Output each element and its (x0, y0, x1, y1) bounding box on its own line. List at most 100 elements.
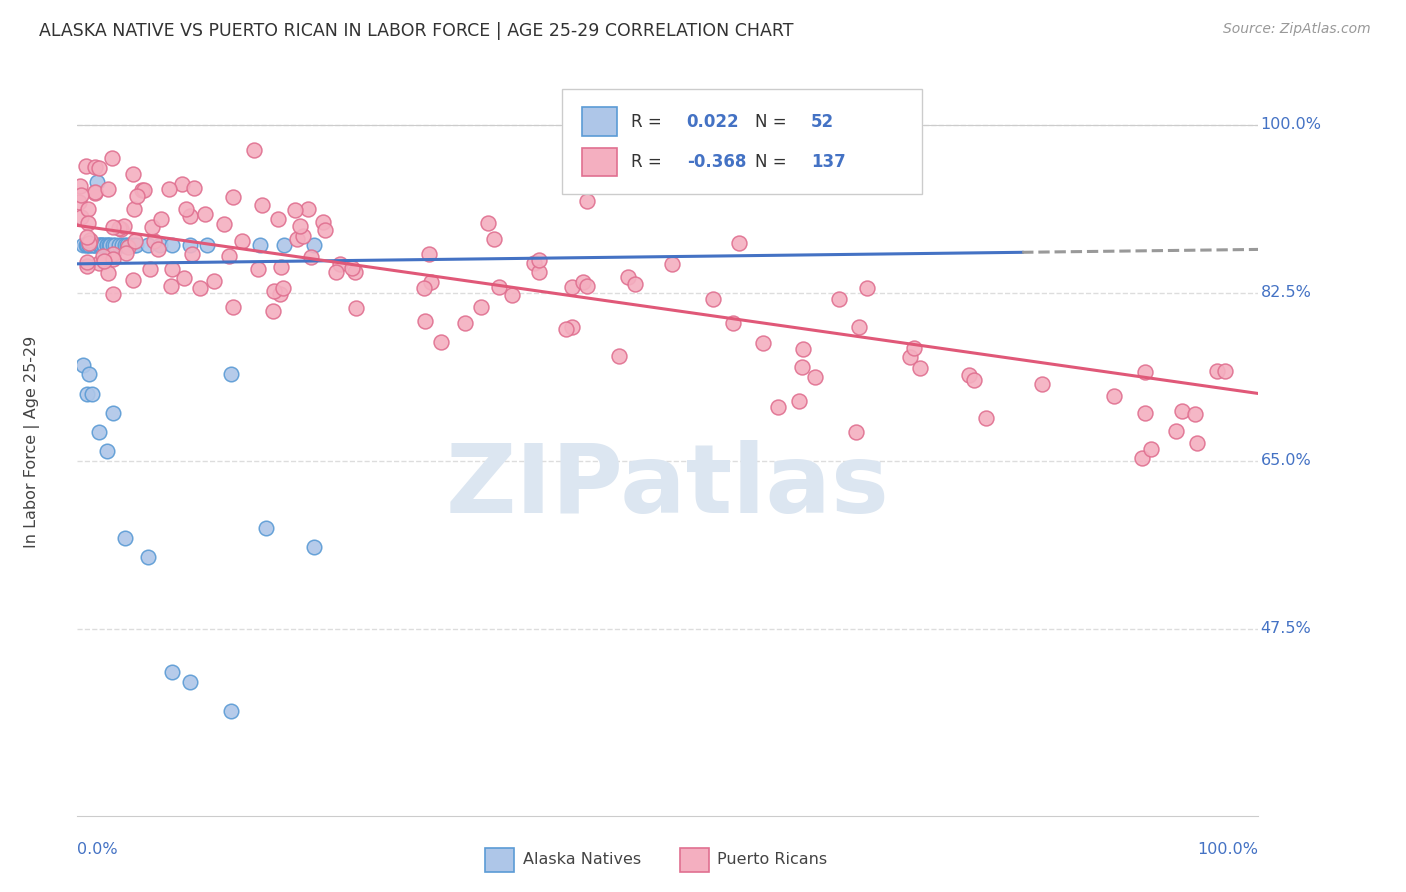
Point (470, 300, 492, 314)
Point (108, 221, 131, 235)
Point (84, 237, 107, 252)
Point (284, 203, 307, 218)
Point (976, 410, 998, 425)
Text: 100.0%: 100.0% (1261, 117, 1322, 132)
Point (96, 237, 118, 252)
Point (103, 252, 125, 267)
Point (77, 235, 100, 250)
Text: 52: 52 (811, 112, 834, 130)
Point (269, 286, 291, 301)
Text: 65.0%: 65.0% (1261, 453, 1312, 468)
Point (101, 287, 124, 301)
Text: R =: R = (631, 153, 668, 171)
Point (101, 406, 124, 420)
Point (482, 232, 505, 246)
Point (91, 249, 114, 263)
Point (661, 257, 683, 271)
Point (76, 255, 98, 269)
Point (561, 280, 583, 294)
Point (87, 425, 110, 439)
Point (84, 186, 107, 200)
Point (138, 261, 160, 276)
Point (1031, 376, 1053, 391)
Point (96, 444, 118, 458)
Point (131, 183, 153, 197)
Point (412, 280, 434, 294)
Point (179, 209, 201, 223)
Point (609, 350, 631, 364)
Point (146, 243, 169, 257)
Point (908, 361, 931, 376)
Point (150, 211, 173, 226)
Point (727, 235, 749, 250)
Point (101, 237, 124, 252)
Point (477, 216, 499, 230)
Point (291, 229, 314, 244)
Point (122, 273, 145, 287)
Point (1185, 435, 1208, 450)
Point (103, 219, 125, 234)
Point (100, 237, 122, 252)
Text: Source: ZipAtlas.com: Source: ZipAtlas.com (1223, 22, 1371, 37)
Point (263, 284, 285, 298)
Point (249, 237, 271, 252)
Point (122, 167, 145, 181)
Point (1140, 442, 1163, 456)
Point (124, 202, 146, 216)
Point (572, 276, 595, 290)
Point (98, 237, 121, 252)
Point (454, 316, 477, 330)
Point (120, 237, 142, 252)
Text: N =: N = (755, 153, 792, 171)
Point (97, 266, 120, 280)
Point (75, 237, 97, 252)
Point (575, 194, 598, 209)
Point (91, 237, 114, 252)
Point (194, 207, 217, 221)
Point (93, 254, 115, 268)
Point (136, 549, 159, 564)
Point (195, 237, 218, 252)
Point (271, 281, 294, 295)
Point (1184, 407, 1206, 421)
Point (77, 202, 100, 216)
Point (188, 281, 211, 295)
Point (246, 261, 269, 276)
Point (959, 368, 981, 382)
Point (125, 237, 148, 252)
Point (221, 190, 243, 204)
Point (76, 386, 98, 401)
Point (418, 246, 440, 260)
Point (413, 314, 436, 328)
Point (77, 237, 100, 252)
Point (114, 531, 136, 545)
Point (117, 240, 139, 254)
Point (83, 160, 105, 174)
Point (429, 335, 451, 350)
Point (179, 237, 201, 252)
Point (231, 234, 253, 248)
Text: 100.0%: 100.0% (1198, 842, 1258, 857)
Point (90, 237, 112, 252)
Point (93, 237, 115, 252)
Text: 137: 137 (811, 153, 845, 171)
Text: ALASKA NATIVE VS PUERTO RICAN IN LABOR FORCE | AGE 25-29 CORRELATION CHART: ALASKA NATIVE VS PUERTO RICAN IN LABOR F… (39, 22, 794, 40)
Point (79, 233, 101, 247)
Point (90, 237, 112, 252)
Point (77, 216, 100, 230)
Point (87, 161, 110, 176)
Point (157, 182, 180, 196)
Point (617, 269, 640, 284)
Point (67, 194, 90, 209)
Text: ZIPatlas: ZIPatlas (446, 440, 890, 533)
Point (340, 260, 363, 275)
Point (575, 279, 598, 293)
Point (115, 237, 138, 252)
FancyBboxPatch shape (561, 89, 922, 194)
Point (828, 292, 851, 306)
Point (112, 219, 135, 233)
Point (101, 151, 124, 165)
Point (124, 235, 146, 249)
Point (848, 320, 870, 334)
Point (174, 202, 197, 216)
